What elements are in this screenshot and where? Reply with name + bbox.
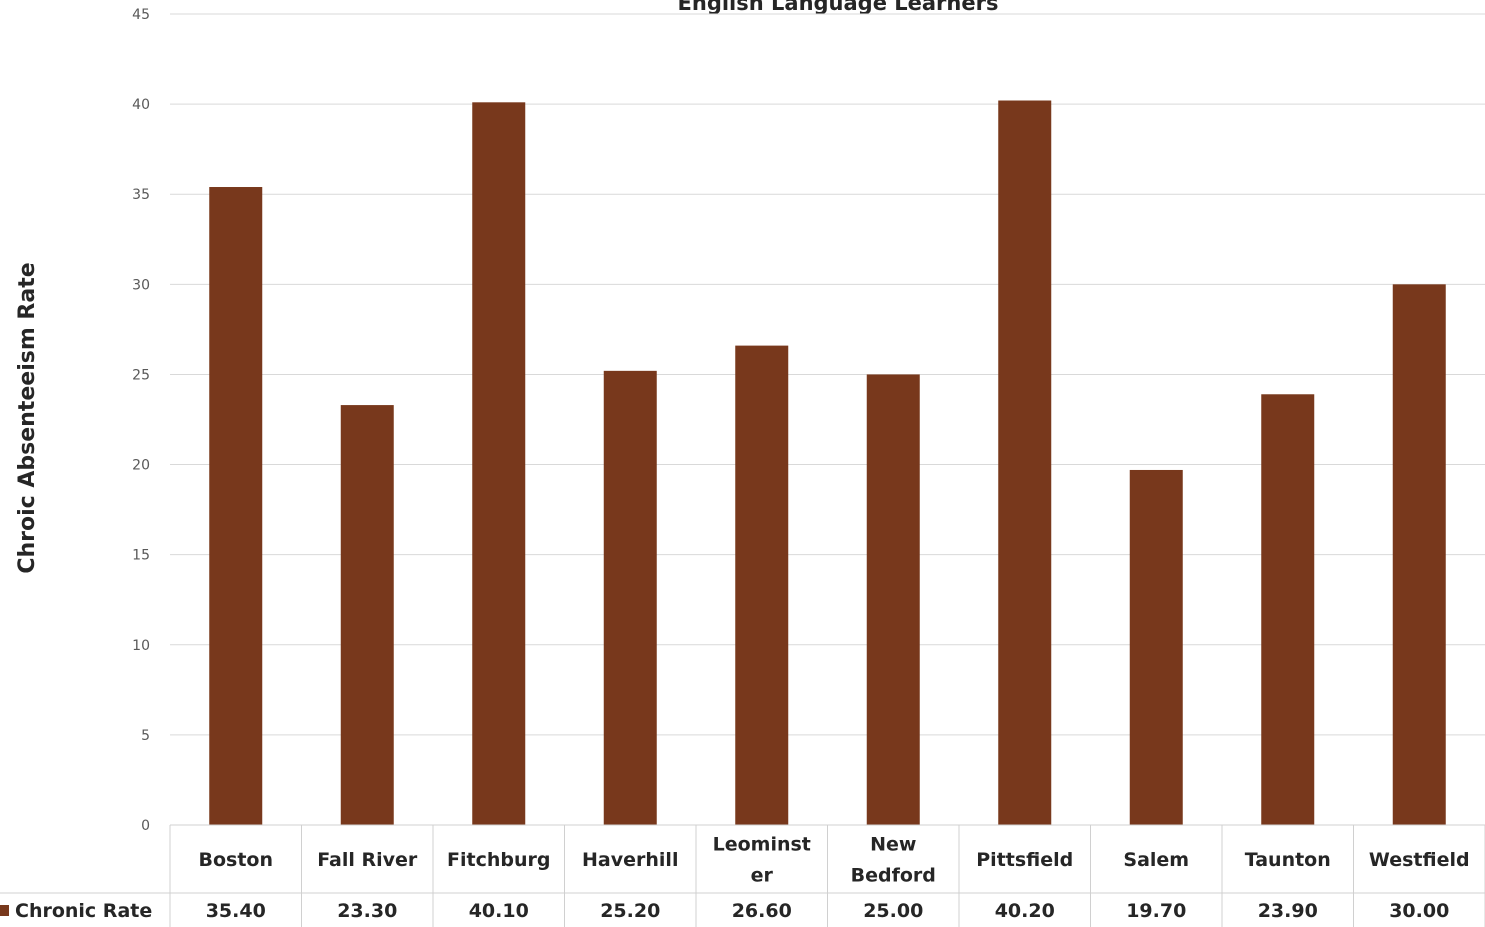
bar [1129,469,1183,825]
data-label: 26.60 [732,900,792,922]
bar [209,187,263,826]
bar [998,100,1052,826]
y-tick-label: 40 [132,97,150,113]
data-label: 35.40 [206,900,266,922]
y-tick-label: 25 [132,367,150,383]
category-label: Salem [1123,849,1189,871]
data-label: 23.30 [337,900,397,922]
y-tick-label: 15 [132,548,150,564]
data-label: 19.70 [1126,900,1186,922]
y-tick-label: 5 [141,728,150,744]
y-tick-label: 35 [132,187,150,203]
category-label: Taunton [1245,849,1331,871]
category-label: Fall River [317,849,418,871]
y-tick-label: 30 [132,277,150,293]
chart-title: English Language Learners [678,0,999,15]
y-tick-label: 20 [132,458,150,474]
data-table: Boston Fall River Fitchburg Haverhill Leomin… [0,824,1485,927]
legend-label: Chronic Rate [15,900,152,922]
bar [340,405,394,825]
category-label: New Bedford [851,834,936,887]
bar [603,370,657,825]
category-label: Boston [198,849,273,871]
bar [1392,284,1446,825]
y-tick-label: 10 [132,638,150,654]
data-label: 40.10 [469,900,529,922]
y-axis-ticks: 0 5 10 15 20 25 30 35 40 45 [132,7,150,834]
y-tick-label: 45 [132,7,150,23]
bar [472,102,526,825]
category-label: Westfield [1369,849,1470,871]
category-label: Haverhill [582,849,678,871]
y-tick-label: 0 [141,818,150,834]
data-label: 25.20 [600,900,660,922]
category-label: Pittsfield [976,849,1073,871]
bars [209,100,1446,826]
y-axis-title: Chroic Absenteeism Rate [15,262,40,573]
bar [1261,394,1315,825]
data-label: 23.90 [1258,900,1318,922]
data-label: 30.00 [1389,900,1449,922]
category-label: Fitchburg [447,849,550,871]
category-label: Leominst er [713,834,811,887]
data-label: 25.00 [863,900,923,922]
data-label: 40.20 [995,900,1055,922]
bar [866,374,920,825]
bar [735,345,789,825]
legend-key [0,905,9,916]
